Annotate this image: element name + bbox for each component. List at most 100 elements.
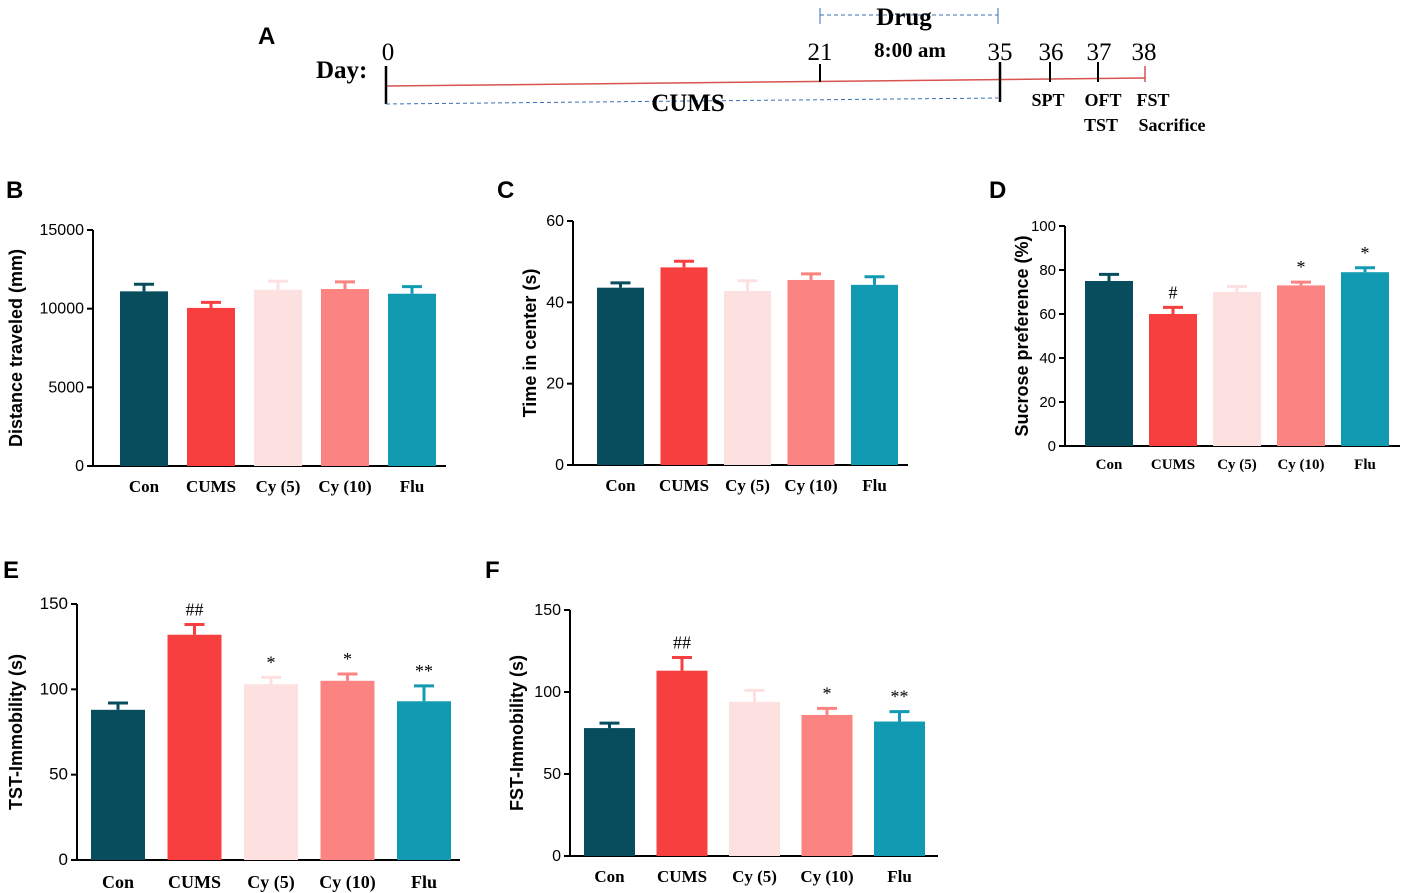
y-tick-label-c-2: 40 [546,294,564,311]
category-label-d-0: Con [1096,457,1123,473]
bar-c-2 [724,290,771,465]
chart-panel-c: C 0 20 40 60 Time in center (s) Con CUMS Cy (5) C… [497,177,908,495]
timeline-panel: A Day: Drug CUMS 0 21 35 36 37 38 8:00 a… [258,4,1205,135]
category-label-c-0: Con [605,476,636,495]
significance-label-e-2: * [267,652,276,672]
bar-b-2 [254,289,302,466]
y-tick-label-d-2: 40 [1039,350,1056,367]
category-label-d-4: Flu [1354,457,1376,473]
bar-c-0 [597,287,644,465]
category-label-d-2: Cy (5) [1217,457,1257,473]
bar-f-0 [584,728,635,856]
category-label-c-4: Flu [862,476,887,495]
bar-d-2 [1213,292,1261,446]
category-label-d-1: CUMS [1151,457,1195,473]
y-tick-label-e-0: 0 [59,850,68,869]
bar-b-3 [321,289,369,466]
panel-label-d: D [989,177,1006,204]
timeline-axis-line [385,77,1146,87]
cums-label: CUMS [651,90,725,117]
significance-label-d-4: * [1361,243,1370,263]
category-label-b-2: Cy (5) [256,477,301,496]
significance-label-e-3: * [343,649,352,669]
bar-f-3 [801,714,853,856]
y-tick-label-d-1: 20 [1039,394,1056,411]
y-tick-label-c-3: 60 [546,213,564,230]
y-tick-label-c-1: 20 [546,376,564,393]
bar-b-4 [388,293,436,466]
significance-label-f-3: * [823,683,832,703]
test-sacrifice-label: Sacrifice [1139,115,1206,135]
category-label-f-1: CUMS [657,867,707,886]
y-tick-label-f-1: 50 [543,766,561,783]
y-axis-label-b: Distance traveled (mm) [6,249,26,447]
bar-e-2 [244,684,298,860]
y-tick-label-d-4: 80 [1039,262,1056,279]
y-axis-label-f: FST-Immobility (s) [507,655,527,811]
bar-e-4 [397,701,451,860]
significance-label-e-1: ## [186,599,204,619]
y-tick-label-d-5: 100 [1031,218,1056,235]
category-label-e-1: CUMS [168,872,221,892]
time-label: 8:00 am [874,38,946,62]
timeline-day-label: Day: [316,57,367,84]
category-label-c-3: Cy (10) [784,476,837,495]
bar-c-4 [851,284,898,465]
y-axis-label-d: Sucrose preference (%) [1012,235,1032,436]
category-label-b-3: Cy (10) [318,477,371,496]
bar-d-0 [1085,281,1133,446]
category-label-c-2: Cy (5) [725,476,770,495]
y-axis-label-c: Time in center (s) [520,269,540,418]
test-tst-label: TST [1084,115,1118,135]
y-tick-label-b-1: 5000 [48,379,84,396]
bar-f-4 [874,721,925,856]
bar-c-1 [660,267,708,465]
day-0-label: 0 [382,39,395,66]
y-tick-label-d-3: 60 [1039,306,1056,323]
significance-label-f-1: ## [673,633,691,653]
significance-label-d-3: * [1297,257,1306,277]
significance-label-e-4: ** [415,661,433,681]
y-tick-label-c-0: 0 [555,457,564,474]
category-label-e-4: Flu [411,872,437,892]
day-37-label: 37 [1087,39,1112,66]
significance-label-d-1: # [1169,282,1178,302]
day-38-label: 38 [1132,39,1157,66]
bar-e-1 [167,634,222,860]
chart-panel-e: E 0 50 100 150 TST-Immobility (s) Con ## CUMS * Cy… [3,557,460,893]
bar-f-2 [729,701,780,856]
chart-panel-b: B 0 5000 10000 15000 Distance traveled (mm) Co… [6,177,446,496]
y-tick-label-f-0: 0 [552,848,561,865]
bar-b-0 [120,291,168,466]
bar-d-1 [1149,314,1197,446]
y-tick-label-f-2: 100 [534,684,561,701]
test-spt-label: SPT [1031,90,1064,110]
y-tick-label-e-3: 150 [40,594,68,613]
category-label-f-3: Cy (10) [800,867,853,886]
category-label-f-2: Cy (5) [732,867,777,886]
category-label-e-2: Cy (5) [247,872,295,893]
test-oft-label: OFT [1084,90,1121,110]
panel-label-e: E [3,557,19,584]
category-label-f-4: Flu [887,867,912,886]
bar-b-1 [187,307,235,466]
category-label-c-1: CUMS [659,476,709,495]
bar-d-3 [1277,285,1325,446]
category-label-b-4: Flu [400,477,425,496]
category-label-e-0: Con [102,872,134,892]
category-label-f-0: Con [594,867,625,886]
category-label-b-1: CUMS [186,477,236,496]
y-tick-label-b-3: 15000 [40,222,85,239]
day-21-label: 21 [808,39,833,66]
y-axis-label-e: TST-Immobility (s) [6,654,26,810]
y-tick-label-e-2: 100 [40,679,68,698]
panel-label-c: C [497,177,514,204]
test-fst-label: FST [1136,90,1169,110]
bar-e-0 [91,709,145,860]
y-tick-label-e-1: 50 [49,765,68,784]
bar-e-3 [320,680,375,860]
y-tick-label-b-2: 10000 [40,301,85,318]
day-35-label: 35 [988,39,1013,66]
